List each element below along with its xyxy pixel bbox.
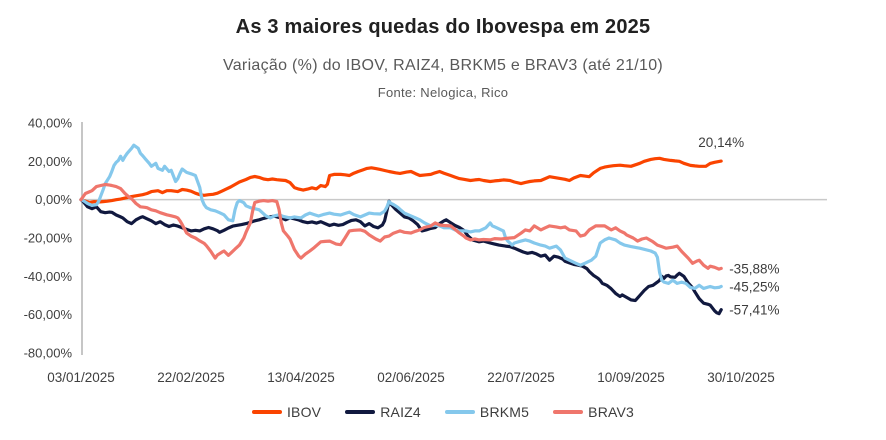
y-tick-label: 20,00% [28, 154, 73, 169]
chart-legend: IBOV RAIZ4 BRKM5 BRAV3 [0, 404, 886, 420]
end-label-brav3: -35,88% [729, 261, 779, 276]
x-tick-label: 22/07/2025 [487, 370, 555, 385]
x-tick-label: 02/06/2025 [377, 370, 445, 385]
x-tick-label: 30/10/2025 [707, 370, 775, 385]
y-tick-label: -40,00% [24, 269, 73, 284]
y-tick-label: -20,00% [24, 231, 73, 246]
y-tick-label: -60,00% [24, 307, 73, 322]
end-label-raiz4: -57,41% [729, 303, 779, 318]
page-title: As 3 maiores quedas do Ibovespa em 2025 [235, 16, 651, 38]
legend-line-raiz4 [345, 410, 376, 414]
chart-subtitle: Variação (%) do IBOV, RAIZ4, BRKM5 e BRA… [222, 57, 664, 74]
end-label-ibov: 20,14% [698, 135, 744, 150]
legend-line-ibov [251, 410, 282, 414]
x-tick-label: 10/09/2025 [597, 370, 665, 385]
legend-line-brkm5 [444, 410, 475, 414]
legend-item-brav3: BRAV3 [553, 404, 634, 420]
y-tick-label: 0,00% [35, 192, 72, 207]
legend-line-brav3 [553, 410, 584, 414]
series-line-brkm5 [79, 143, 723, 290]
y-tick-label: -80,00% [24, 346, 73, 361]
line-chart: 40,00% 20,00% 0,00% -20,00% -40,00% -60,00% -8… [24, 116, 827, 385]
legend-label-ibov: IBOV [286, 404, 322, 420]
legend-label-raiz4: RAIZ4 [380, 404, 421, 420]
legend-item-ibov: IBOV [251, 404, 322, 420]
y-tick-label: 40,00% [28, 116, 73, 131]
series-line-ibov [79, 156, 723, 205]
legend-label-brav3: BRAV3 [588, 404, 635, 420]
chart-source: Fonte: Nelogica, Rico [377, 85, 509, 100]
x-tick-label: 03/01/2025 [47, 370, 115, 385]
legend-item-raiz4: RAIZ4 [345, 404, 421, 420]
x-tick-label: 22/02/2025 [157, 370, 225, 385]
series-line-raiz4 [79, 198, 723, 316]
x-tick-label: 13/04/2025 [267, 370, 335, 385]
end-label-brkm5: -45,25% [729, 279, 779, 294]
legend-label-brkm5: BRKM5 [479, 404, 530, 420]
legend-item-brkm5: BRKM5 [444, 404, 530, 420]
series-line-brav3 [79, 182, 723, 271]
